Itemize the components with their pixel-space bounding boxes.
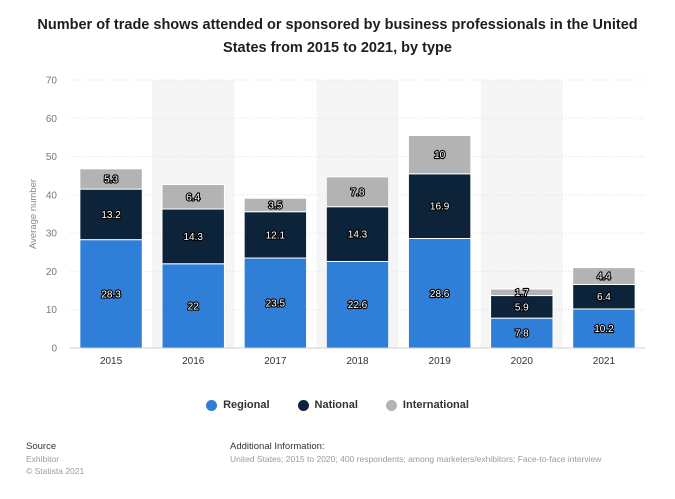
copyright-line: © Statista 2021: [26, 466, 85, 476]
legend-label-international: International: [402, 399, 469, 411]
bar-regional-2018: [325, 260, 390, 349]
bar-regional-2016: [161, 263, 225, 349]
bar-international-2016: [161, 184, 225, 210]
data-label: 28.3: [101, 289, 121, 300]
data-label: 7.8: [515, 329, 529, 340]
bar-international-2020: [490, 288, 554, 297]
data-label: 14.3: [183, 232, 203, 243]
data-label: 3.5: [268, 201, 282, 212]
source-line[interactable]: Exhibitor: [26, 454, 60, 464]
data-label: 22: [188, 301, 200, 312]
bar-national-2015: [79, 188, 143, 241]
source-heading: Source: [26, 441, 57, 452]
additional-info-text: United States; 2015 to 2020; 400 respond…: [230, 454, 602, 464]
data-label: 14.3: [348, 230, 368, 241]
legend-item-national[interactable]: National: [297, 399, 358, 411]
x-tick-label: 2019: [429, 356, 452, 367]
x-tick-label: 2015: [100, 356, 123, 367]
data-label: 6.4: [186, 192, 200, 203]
y-tick-label: 50: [46, 152, 58, 163]
data-label: 13.2: [101, 210, 121, 221]
legend-label-regional: Regional: [223, 399, 270, 411]
x-tick-label: 2017: [264, 356, 287, 367]
bar-national-2016: [161, 208, 225, 265]
data-label: 6.4: [597, 292, 611, 303]
y-tick-label: 60: [46, 114, 58, 125]
bar-regional-2015: [79, 239, 143, 349]
legend-label-national: National: [314, 399, 358, 411]
data-label: 10.2: [594, 324, 614, 335]
source-block: Source Exhibitor © Statista 2021: [26, 441, 84, 477]
data-label: 22.6: [348, 300, 368, 311]
chart-title: Number of trade shows attended or sponso…: [37, 17, 638, 56]
data-label: 12.1: [266, 230, 286, 241]
x-tick-label: 2016: [182, 356, 205, 367]
bar-international-2018: [325, 176, 390, 208]
additional-info-heading: Additional Information:: [230, 441, 325, 452]
legend-item-regional[interactable]: Regional: [206, 399, 270, 411]
data-label: 1.7: [515, 288, 529, 299]
bar-national-2019: [407, 173, 472, 240]
x-tick-label: 2020: [511, 356, 534, 367]
additional-info-block: Additional Information: United States; 2…: [230, 441, 601, 465]
legend: Regional National International: [0, 399, 675, 411]
bar-regional-2019: [407, 238, 472, 349]
y-tick-label: 0: [51, 344, 57, 355]
bar-national-2018: [325, 206, 390, 262]
data-label: 16.9: [430, 202, 450, 213]
y-tick-label: 70: [46, 76, 58, 87]
legend-swatch-international: [385, 399, 397, 411]
y-tick-label: 30: [46, 229, 58, 240]
legend-item-international[interactable]: International: [385, 399, 469, 411]
data-label: 5.3: [104, 174, 118, 185]
bar-international-2015: [79, 168, 143, 190]
data-label: 5.9: [515, 302, 529, 313]
y-tick-label: 10: [46, 305, 58, 316]
data-label: 7.8: [351, 187, 365, 198]
data-label: 28.6: [430, 289, 450, 300]
x-tick-label: 2021: [593, 356, 616, 367]
legend-swatch-national: [297, 399, 309, 411]
y-tick-label: 20: [46, 267, 58, 278]
legend-swatch-regional: [206, 399, 218, 411]
y-tick-label: 40: [46, 190, 58, 201]
bar-international-2017: [243, 197, 308, 213]
y-axis-label: Average number: [28, 179, 39, 249]
bar-regional-2020: [490, 317, 554, 349]
data-label: 4.4: [597, 272, 611, 283]
bar-international-2019: [407, 135, 472, 175]
x-tick-label: 2018: [346, 356, 369, 367]
data-label: 10: [434, 150, 446, 161]
bar-international-2021: [572, 267, 636, 285]
data-label: 23.5: [266, 299, 286, 310]
